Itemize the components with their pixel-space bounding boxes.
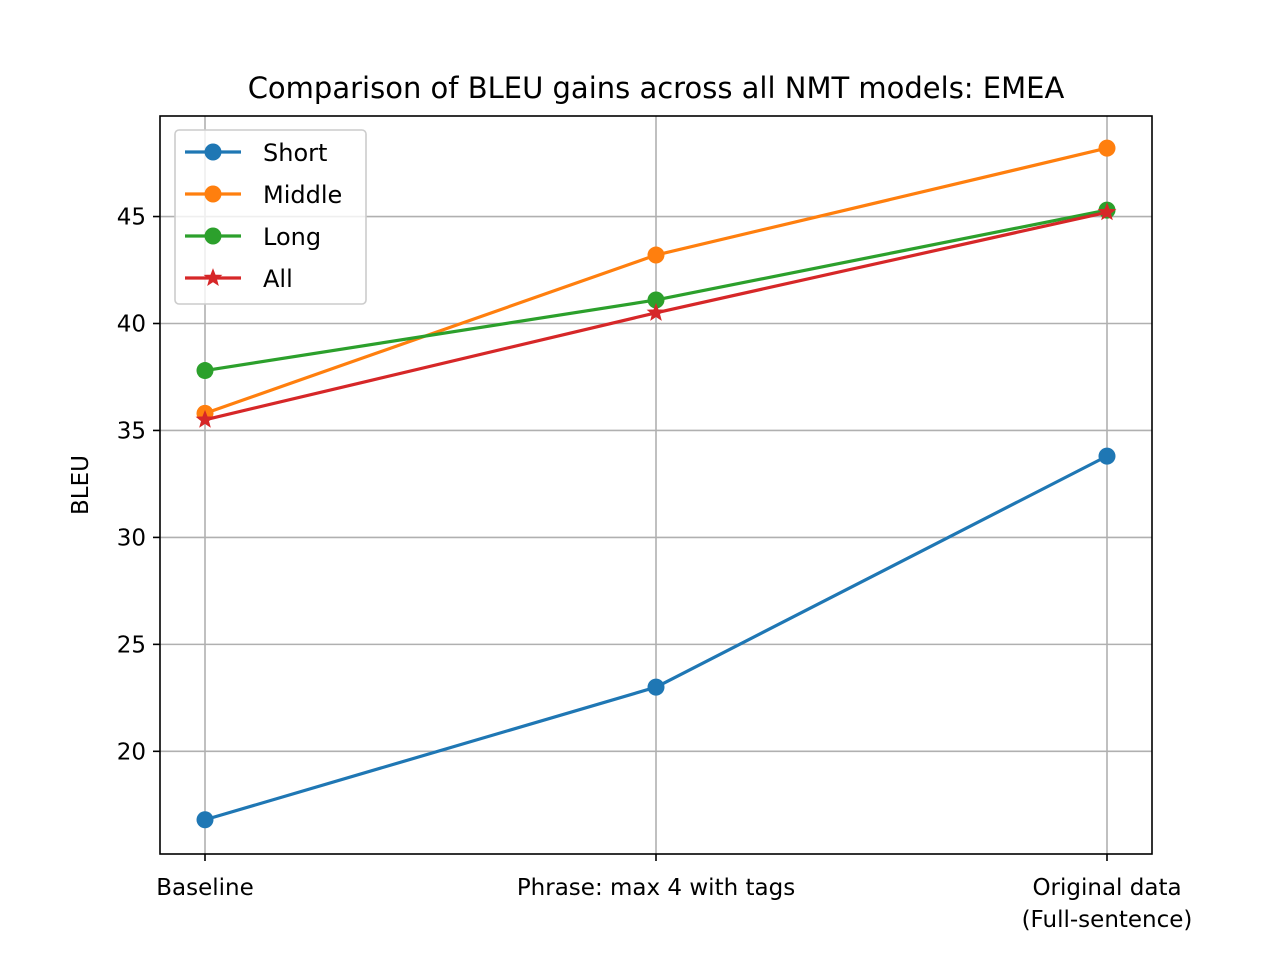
y-tick-label: 35 xyxy=(117,418,146,444)
x-tick-label: Original data xyxy=(1032,875,1181,901)
legend-label: All xyxy=(263,265,293,293)
legend: Short Middle Long All xyxy=(174,129,367,305)
data-point xyxy=(196,362,214,380)
legend-label: Short xyxy=(263,139,327,167)
y-tick-label: 45 xyxy=(117,205,146,231)
data-point xyxy=(1097,202,1117,221)
y-tick-label: 30 xyxy=(117,525,146,551)
grid-lines xyxy=(160,116,1152,854)
data-point xyxy=(1098,139,1116,157)
data-point xyxy=(195,409,215,428)
y-tick-label: 20 xyxy=(117,739,146,765)
series-layer xyxy=(195,139,1117,829)
data-point xyxy=(647,246,665,264)
y-tick-label: 25 xyxy=(117,632,146,658)
legend-entry-all: All xyxy=(185,265,293,293)
legend-marker xyxy=(204,227,222,245)
legend-entry-middle: Middle xyxy=(185,181,342,209)
x-tick-label: Phrase: max 4 with tags xyxy=(517,875,795,901)
legend-marker xyxy=(203,268,223,287)
chart-title: Comparison of BLEU gains across all NMT … xyxy=(248,71,1065,105)
y-axis-label: BLEU xyxy=(68,455,94,515)
data-point xyxy=(647,678,665,696)
series-short xyxy=(196,447,1116,829)
x-tick-label: Baseline xyxy=(156,875,254,901)
data-point xyxy=(646,302,666,321)
legend-box xyxy=(174,129,367,305)
legend-label: Middle xyxy=(263,181,342,209)
legend-marker xyxy=(204,143,222,161)
data-point xyxy=(196,811,214,829)
legend-marker xyxy=(204,185,222,203)
series-all xyxy=(195,202,1117,428)
axis-ticks: Baseline Phrase: max 4 with tags Original … xyxy=(117,205,1193,933)
data-point xyxy=(647,291,665,309)
x-tick-label: (Full-sentence) xyxy=(1022,907,1193,933)
legend-label: Long xyxy=(263,223,321,251)
legend-entry-long: Long xyxy=(185,223,321,251)
legend-entry-short: Short xyxy=(185,139,327,167)
y-tick-label: 40 xyxy=(117,311,146,337)
data-point xyxy=(1098,447,1116,465)
